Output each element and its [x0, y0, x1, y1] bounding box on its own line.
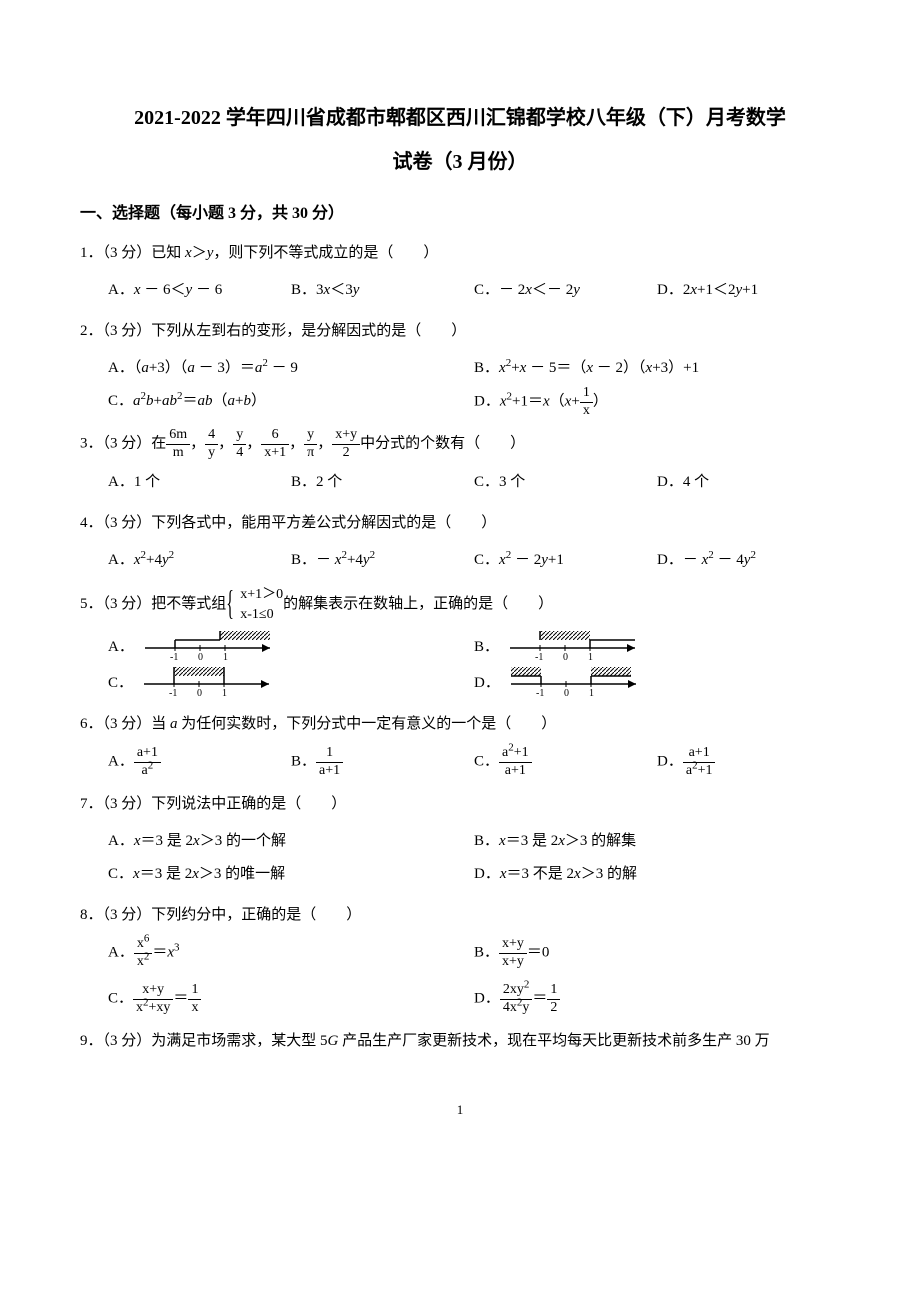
q3-opt-c: C．3 个: [474, 466, 657, 499]
svg-text:0: 0: [198, 652, 203, 663]
q6-opt-b: B．1a+1: [291, 745, 474, 780]
q5-stem: 5．（3 分）把不等式组x+1＞0x-1≤0的解集表示在数轴上，正确的是（ ）: [80, 585, 840, 624]
q3-opt-d: D．4 个: [657, 466, 840, 499]
q4-opt-b: B．－ x2+4y2: [291, 544, 474, 577]
q6-opt-a: A．a+1a2: [108, 745, 291, 780]
q8-opt-a: A．x6x2＝x3: [108, 936, 474, 971]
svg-text:1: 1: [588, 652, 593, 663]
svg-text:-1: -1: [169, 688, 177, 699]
q5-opt-c: C． -1 0 1: [108, 664, 474, 700]
svg-text:-1: -1: [170, 652, 178, 663]
question-3: 3．（3 分）在6mm，4y，y4，6x+1，yπ，x+y2中分式的个数有（ ）…: [80, 427, 840, 499]
q8-stem: 8．（3 分）下列约分中，正确的是（ ）: [80, 899, 840, 932]
question-2: 2．（3 分）下列从左到右的变形，是分解因式的是（ ） A．（a+3）（a － …: [80, 315, 840, 420]
q1-opt-b: B．3x＜3y: [291, 274, 474, 307]
q5-opt-d: D． -1 0 1: [474, 664, 840, 700]
q8-opt-d: D．2xy24x2y＝12: [474, 982, 840, 1017]
q4-opt-a: A．x2+4y2: [108, 544, 291, 577]
svg-text:0: 0: [197, 688, 202, 699]
q2-stem: 2．（3 分）下列从左到右的变形，是分解因式的是（ ）: [80, 315, 840, 348]
q2-opt-d: D．x2+1＝x（x+1x）: [474, 385, 840, 420]
question-6: 6．（3 分）当 a 为任何实数时，下列分式中一定有意义的一个是（ ） A．a+…: [80, 708, 840, 780]
q8-opt-c: C．x+yx2+xy＝1x: [108, 982, 474, 1017]
svg-text:0: 0: [563, 652, 568, 663]
section-1-header: 一、选择题（每小题 3 分，共 30 分）: [80, 200, 840, 229]
q3-opt-a: A．1 个: [108, 466, 291, 499]
q7-opt-c: C．x＝3 是 2x＞3 的唯一解: [108, 858, 474, 891]
exam-title-main: 2021-2022 学年四川省成都市郫都区西川汇锦都学校八年级（下）月考数学: [80, 100, 840, 136]
q1-opt-c: C．－ 2x＜－ 2y: [474, 274, 657, 307]
question-9: 9．（3 分）为满足市场需求，某大型 5G 产品生产厂家更新技术，现在平均每天比…: [80, 1025, 840, 1058]
q5-opt-b: B． -1 0 1: [474, 628, 840, 664]
q7-stem: 7．（3 分）下列说法中正确的是（ ）: [80, 788, 840, 821]
q4-opt-c: C．x2 － 2y+1: [474, 544, 657, 577]
svg-text:1: 1: [222, 688, 227, 699]
q6-opt-c: C．a2+1a+1: [474, 745, 657, 780]
exam-title-sub: 试卷（3 月份）: [80, 144, 840, 180]
number-line-d-icon: -1 0 1: [506, 664, 646, 700]
svg-text:-1: -1: [535, 652, 543, 663]
question-7: 7．（3 分）下列说法中正确的是（ ） A．x＝3 是 2x＞3 的一个解 B．…: [80, 788, 840, 891]
q8-opt-b: B．x+yx+y＝0: [474, 936, 840, 971]
q2-opt-a: A．（a+3）（a － 3）＝a2 － 9: [108, 352, 474, 385]
question-1: 1．（3 分）已知 x＞y，则下列不等式成立的是（ ） A．x － 6＜y － …: [80, 237, 840, 307]
svg-text:1: 1: [589, 688, 594, 699]
q3-opt-b: B．2 个: [291, 466, 474, 499]
q7-opt-a: A．x＝3 是 2x＞3 的一个解: [108, 825, 474, 858]
page-number: 1: [80, 1098, 840, 1121]
question-8: 8．（3 分）下列约分中，正确的是（ ） A．x6x2＝x3 B．x+yx+y＝…: [80, 899, 840, 1017]
question-4: 4．（3 分）下列各式中，能用平方差公式分解因式的是（ ） A．x2+4y2 B…: [80, 507, 840, 577]
q3-stem: 3．（3 分）在6mm，4y，y4，6x+1，yπ，x+y2中分式的个数有（ ）: [80, 427, 840, 462]
q9-stem: 9．（3 分）为满足市场需求，某大型 5G 产品生产厂家更新技术，现在平均每天比…: [80, 1025, 840, 1058]
number-line-a-icon: -1 0 1: [140, 628, 280, 664]
q7-opt-b: B．x＝3 是 2x＞3 的解集: [474, 825, 840, 858]
q6-stem: 6．（3 分）当 a 为任何实数时，下列分式中一定有意义的一个是（ ）: [80, 708, 840, 741]
q1-opt-d: D．2x+1＜2y+1: [657, 274, 840, 307]
svg-text:-1: -1: [536, 688, 544, 699]
q4-opt-d: D．－ x2 － 4y2: [657, 544, 840, 577]
q1-stem: 1．（3 分）已知 x＞y，则下列不等式成立的是（ ）: [80, 237, 840, 270]
number-line-c-icon: -1 0 1: [139, 664, 279, 700]
q7-opt-d: D．x＝3 不是 2x＞3 的解: [474, 858, 840, 891]
svg-text:0: 0: [564, 688, 569, 699]
number-line-b-icon: -1 0 1: [505, 628, 645, 664]
q2-opt-b: B．x2+x － 5＝（x － 2）（x+3）+1: [474, 352, 840, 385]
q5-opt-a: A． -1 0 1: [108, 628, 474, 664]
q6-opt-d: D．a+1a2+1: [657, 745, 840, 780]
q4-stem: 4．（3 分）下列各式中，能用平方差公式分解因式的是（ ）: [80, 507, 840, 540]
q1-opt-a: A．x － 6＜y － 6: [108, 274, 291, 307]
svg-text:1: 1: [223, 652, 228, 663]
q2-opt-c: C．a2b+ab2＝ab（a+b）: [108, 385, 474, 420]
question-5: 5．（3 分）把不等式组x+1＞0x-1≤0的解集表示在数轴上，正确的是（ ） …: [80, 585, 840, 700]
